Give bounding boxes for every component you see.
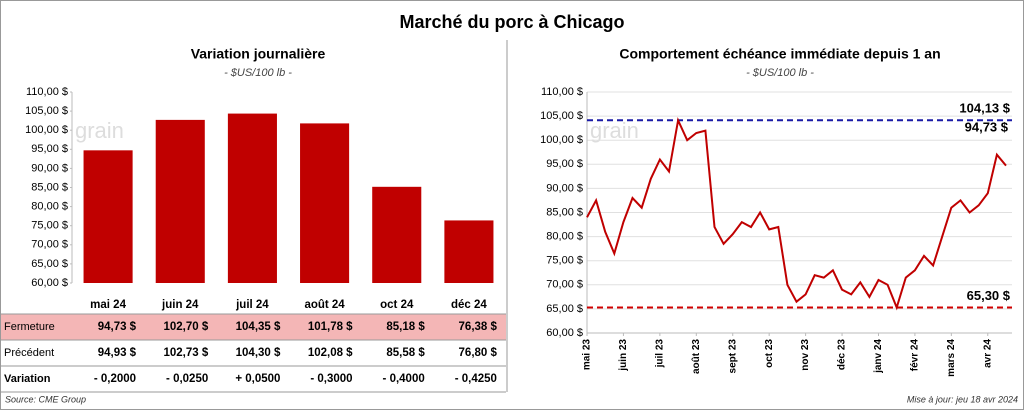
y-tick-label: 80,00 $ — [546, 231, 583, 243]
row-label: Variation — [4, 373, 51, 385]
x-tick-label: déc 23 — [837, 339, 848, 371]
x-tick-label: oct 24 — [380, 299, 414, 311]
table-cell: - 0,4000 — [383, 373, 425, 385]
y-tick-label: 95,00 $ — [31, 143, 68, 155]
chart-subtitle: - $US/100 lb - — [224, 67, 292, 79]
y-tick-label: 65,00 $ — [546, 303, 583, 315]
source: Source: CME Group — [5, 394, 86, 404]
table-cell: - 0,2000 — [94, 373, 136, 385]
y-tick-label: 65,00 $ — [31, 258, 68, 270]
x-tick-label: juil 24 — [235, 299, 269, 311]
reference-label: 104,13 $ — [959, 101, 1010, 116]
chart-subtitle: - $US/100 lb - — [746, 67, 814, 79]
y-tick-label: 110,00 $ — [26, 86, 68, 98]
table-cell: 85,58 $ — [386, 347, 425, 359]
y-tick-label: 90,00 $ — [31, 162, 68, 174]
y-tick-label: 95,00 $ — [546, 158, 583, 170]
table-cell: - 0,0250 — [166, 373, 208, 385]
table-cell: 101,78 $ — [308, 321, 353, 333]
y-tick-label: 90,00 $ — [546, 182, 583, 194]
table-cell: 104,35 $ — [236, 321, 281, 333]
x-tick-label: mai 23 — [582, 339, 593, 371]
table-cell: 102,08 $ — [308, 347, 353, 359]
y-tick-label: 70,00 $ — [31, 239, 68, 251]
bar — [444, 220, 494, 283]
y-tick-label: 105,00 $ — [25, 105, 68, 117]
table-cell: 102,73 $ — [163, 347, 208, 359]
x-tick-label: juin 24 — [161, 299, 199, 311]
end-label: 94,73 $ — [965, 119, 1009, 134]
watermark: grain — [75, 118, 124, 143]
x-tick-label: avr 24 — [982, 339, 993, 368]
x-tick-label: août 24 — [304, 299, 345, 311]
table-cell: 76,80 $ — [459, 347, 498, 359]
x-tick-label: déc 24 — [451, 299, 487, 311]
x-tick-label: janv 24 — [873, 339, 884, 374]
y-tick-label: 75,00 $ — [31, 220, 68, 232]
table-cell: 94,93 $ — [98, 347, 137, 359]
y-tick-label: 100,00 $ — [540, 134, 583, 146]
reference-label: 65,30 $ — [967, 288, 1011, 303]
bar — [83, 150, 133, 283]
bar — [300, 123, 350, 284]
x-tick-label: juil 23 — [655, 339, 666, 369]
x-tick-label: mai 24 — [90, 299, 126, 311]
line — [586, 116, 1007, 311]
table-cell: 85,18 $ — [386, 321, 425, 333]
x-tick-label: sept 23 — [727, 339, 738, 374]
y-tick-label: 85,00 $ — [31, 181, 68, 193]
table-cell: 104,30 $ — [236, 347, 281, 359]
x-tick-label: févr 24 — [910, 339, 921, 372]
bar — [227, 113, 277, 283]
row-label: Précédent — [4, 347, 54, 359]
x-tick-label: oct 23 — [764, 339, 775, 368]
row-label: Fermeture — [4, 321, 55, 333]
y-tick-label: 75,00 $ — [546, 255, 583, 267]
y-tick-label: 70,00 $ — [546, 279, 583, 291]
bar — [155, 119, 205, 283]
table-cell: 94,73 $ — [98, 321, 137, 333]
watermark: grain — [590, 118, 639, 143]
y-tick-label: 60,00 $ — [31, 277, 68, 289]
chart-title: Variation journalière — [191, 46, 326, 62]
y-tick-label: 85,00 $ — [546, 206, 583, 218]
x-tick-label: août 23 — [691, 339, 702, 374]
row-background — [1, 314, 506, 340]
page-title: Marché du porc à Chicago — [399, 12, 624, 32]
table-cell: 76,38 $ — [459, 321, 498, 333]
x-tick-label: juin 23 — [618, 339, 629, 372]
chart-title: Comportement échéance immédiate depuis 1… — [619, 46, 940, 62]
x-tick-label: nov 23 — [800, 339, 811, 371]
bar — [372, 186, 422, 283]
x-tick-label: mars 24 — [946, 339, 957, 377]
update-date: Mise à jour: jeu 18 avr 2024 — [907, 394, 1018, 404]
y-tick-label: 105,00 $ — [540, 110, 583, 122]
table-cell: + 0,0500 — [235, 373, 280, 385]
table-cell: - 0,3000 — [310, 373, 352, 385]
table-cell: 102,70 $ — [163, 321, 208, 333]
y-tick-label: 100,00 $ — [25, 124, 68, 136]
table-cell: - 0,4250 — [455, 373, 497, 385]
y-tick-label: 80,00 $ — [31, 201, 68, 213]
y-tick-label: 60,00 $ — [546, 327, 583, 339]
y-tick-label: 110,00 $ — [541, 86, 583, 98]
